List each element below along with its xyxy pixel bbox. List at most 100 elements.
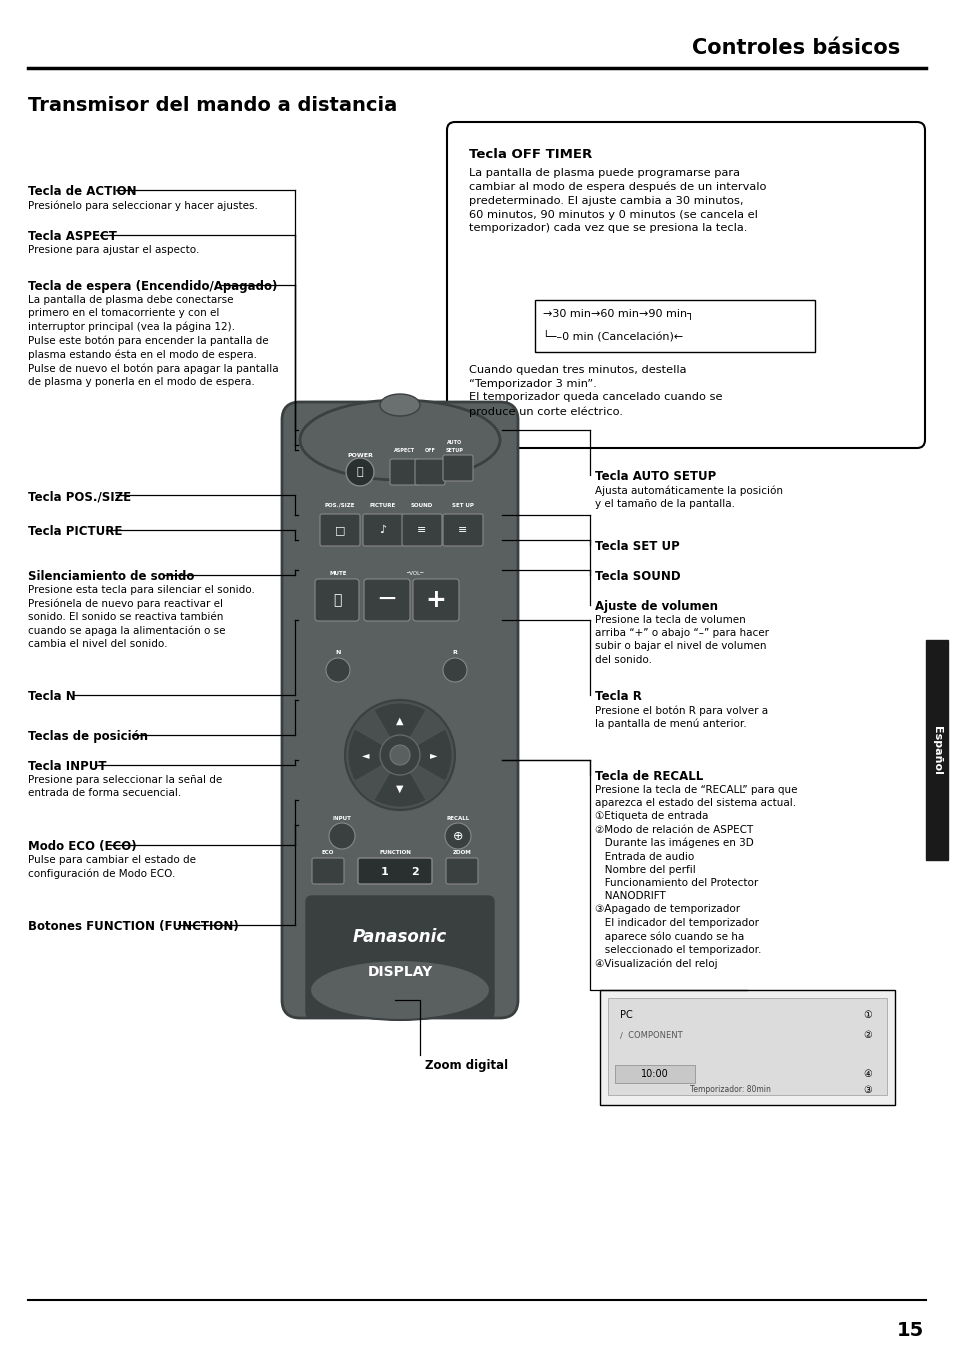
FancyBboxPatch shape <box>306 895 494 1018</box>
Text: ASPECT: ASPECT <box>394 448 416 453</box>
FancyBboxPatch shape <box>364 579 410 621</box>
Text: Modo ECO (ECO): Modo ECO (ECO) <box>28 839 136 853</box>
Ellipse shape <box>310 960 490 1020</box>
Text: └─–0 min (Cancelación)←: └─–0 min (Cancelación)← <box>542 330 682 341</box>
FancyBboxPatch shape <box>282 403 517 1018</box>
Text: DISPLAY: DISPLAY <box>367 965 432 979</box>
Circle shape <box>326 658 350 682</box>
Text: Presione el botón R para volver a
la pantalla de menú anterior.: Presione el botón R para volver a la pan… <box>595 704 767 729</box>
Text: ▼: ▼ <box>395 784 403 794</box>
Bar <box>607 998 886 1095</box>
Text: 10:00: 10:00 <box>640 1069 668 1078</box>
Text: Panasonic: Panasonic <box>353 928 447 946</box>
Text: ≡: ≡ <box>416 526 426 535</box>
Text: Presione para seleccionar la señal de
entrada de forma secuencial.: Presione para seleccionar la señal de en… <box>28 775 222 799</box>
Text: Temporizador: 80min: Temporizador: 80min <box>689 1085 770 1095</box>
FancyBboxPatch shape <box>413 579 458 621</box>
Text: Presiónelo para seleccionar y hacer ajustes.: Presiónelo para seleccionar y hacer ajus… <box>28 201 257 210</box>
Text: FUNCTION: FUNCTION <box>378 849 411 854</box>
Text: Pulse para cambiar el estado de
configuración de Modo ECO.: Pulse para cambiar el estado de configur… <box>28 854 195 879</box>
FancyBboxPatch shape <box>319 515 359 546</box>
Text: SETUP: SETUP <box>446 448 463 453</box>
Text: SOUND: SOUND <box>411 502 433 508</box>
Text: Tecla N: Tecla N <box>28 689 75 703</box>
Circle shape <box>442 658 467 682</box>
FancyBboxPatch shape <box>390 459 419 485</box>
Text: Tecla INPUT: Tecla INPUT <box>28 760 107 773</box>
Ellipse shape <box>299 400 499 480</box>
Wedge shape <box>374 755 426 807</box>
Text: ─VOL─: ─VOL─ <box>406 571 423 576</box>
Text: ◄: ◄ <box>362 749 370 760</box>
Text: Tecla PICTURE: Tecla PICTURE <box>28 526 122 538</box>
Circle shape <box>345 700 455 809</box>
Circle shape <box>346 459 374 486</box>
Text: ⏻: ⏻ <box>356 467 363 476</box>
FancyBboxPatch shape <box>446 859 477 885</box>
Text: →30 min→60 min→90 min┐: →30 min→60 min→90 min┐ <box>542 308 693 319</box>
Wedge shape <box>399 729 452 781</box>
Text: ④: ④ <box>862 1069 871 1078</box>
Wedge shape <box>374 703 426 755</box>
Circle shape <box>329 823 355 849</box>
FancyBboxPatch shape <box>363 515 402 546</box>
Text: 🔇: 🔇 <box>333 592 341 607</box>
Bar <box>535 300 814 352</box>
Text: N: N <box>335 650 340 654</box>
Circle shape <box>390 745 410 764</box>
Text: ①: ① <box>862 1010 871 1020</box>
Text: Cuando quedan tres minutos, destella
“Temporizador 3 min”.
El temporizador queda: Cuando quedan tres minutos, destella “Te… <box>469 364 721 416</box>
Circle shape <box>379 734 419 775</box>
Text: 2: 2 <box>411 867 418 876</box>
Text: ≡: ≡ <box>457 526 467 535</box>
Text: Presione para ajustar el aspecto.: Presione para ajustar el aspecto. <box>28 244 199 255</box>
Text: R: R <box>452 650 456 654</box>
Text: AUTO: AUTO <box>447 440 462 445</box>
Text: Ajusta automáticamente la posición
y el tamaño de la pantalla.: Ajusta automáticamente la posición y el … <box>595 485 782 509</box>
Text: □: □ <box>335 526 345 535</box>
Text: Tecla OFF TIMER: Tecla OFF TIMER <box>469 147 592 161</box>
Text: Tecla ASPECT: Tecla ASPECT <box>28 229 117 243</box>
Wedge shape <box>348 729 399 781</box>
Text: Zoom digital: Zoom digital <box>424 1058 508 1072</box>
Circle shape <box>444 823 471 849</box>
Text: 1: 1 <box>381 867 389 876</box>
Text: Tecla AUTO SETUP: Tecla AUTO SETUP <box>595 470 716 483</box>
Text: ▲: ▲ <box>395 717 403 726</box>
Text: PICTURE: PICTURE <box>370 502 395 508</box>
Text: Presione la tecla de volumen
arriba “+” o abajo “–” para hacer
subir o bajar el : Presione la tecla de volumen arriba “+” … <box>595 616 768 665</box>
Text: ZOOM: ZOOM <box>452 849 471 854</box>
Text: SET UP: SET UP <box>452 502 474 508</box>
Text: MUTE: MUTE <box>329 571 346 576</box>
Text: ECO: ECO <box>321 849 334 854</box>
Text: La pantalla de plasma puede programarse para
cambiar al modo de espera después d: La pantalla de plasma puede programarse … <box>469 168 765 233</box>
Text: Tecla SET UP: Tecla SET UP <box>595 541 679 553</box>
Text: Botones FUNCTION (FUNCTION): Botones FUNCTION (FUNCTION) <box>28 920 238 934</box>
Text: ⊕: ⊕ <box>453 830 463 842</box>
Text: Tecla de espera (Encendido/Apagado): Tecla de espera (Encendido/Apagado) <box>28 280 277 293</box>
FancyBboxPatch shape <box>415 459 444 485</box>
Text: Presione la tecla de “RECALL” para que
aparezca el estado del sistema actual.
①E: Presione la tecla de “RECALL” para que a… <box>595 785 797 969</box>
Text: ►: ► <box>430 749 437 760</box>
Text: OFF: OFF <box>424 448 435 453</box>
FancyBboxPatch shape <box>314 579 358 621</box>
Text: POS./SIZE: POS./SIZE <box>324 502 355 508</box>
Text: ③: ③ <box>862 1085 871 1095</box>
Bar <box>599 990 894 1106</box>
Text: INPUT: INPUT <box>333 815 351 820</box>
Text: Transmisor del mando a distancia: Transmisor del mando a distancia <box>28 96 396 115</box>
FancyBboxPatch shape <box>357 859 432 885</box>
Text: RECALL: RECALL <box>446 815 469 820</box>
FancyBboxPatch shape <box>925 640 947 860</box>
FancyBboxPatch shape <box>447 121 924 448</box>
Text: Tecla POS./SIZE: Tecla POS./SIZE <box>28 490 131 502</box>
Text: PC: PC <box>619 1010 632 1020</box>
Text: ②: ② <box>862 1031 871 1040</box>
Text: Tecla de ACTION: Tecla de ACTION <box>28 186 136 198</box>
Text: Tecla SOUND: Tecla SOUND <box>595 571 679 583</box>
Text: ─: ─ <box>379 588 395 612</box>
FancyBboxPatch shape <box>442 455 473 480</box>
Bar <box>615 1065 695 1082</box>
Text: La pantalla de plasma debe conectarse
primero en el tomacorriente y con el
inter: La pantalla de plasma debe conectarse pr… <box>28 295 278 388</box>
Text: ♪: ♪ <box>379 526 386 535</box>
